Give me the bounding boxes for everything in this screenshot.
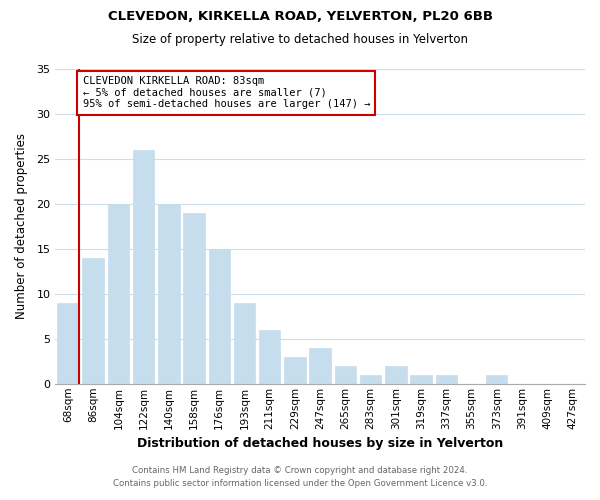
Text: Size of property relative to detached houses in Yelverton: Size of property relative to detached ho… <box>132 32 468 46</box>
Bar <box>436 375 457 384</box>
Bar <box>310 348 331 384</box>
Bar <box>284 357 305 384</box>
Bar <box>335 366 356 384</box>
Bar <box>209 249 230 384</box>
Bar <box>184 213 205 384</box>
Bar <box>107 204 129 384</box>
Bar <box>82 258 104 384</box>
Bar <box>410 375 432 384</box>
Text: CLEVEDON, KIRKELLA ROAD, YELVERTON, PL20 6BB: CLEVEDON, KIRKELLA ROAD, YELVERTON, PL20… <box>107 10 493 23</box>
Bar <box>486 375 508 384</box>
Bar <box>385 366 407 384</box>
Bar <box>133 150 154 384</box>
Y-axis label: Number of detached properties: Number of detached properties <box>15 134 28 320</box>
X-axis label: Distribution of detached houses by size in Yelverton: Distribution of detached houses by size … <box>137 437 503 450</box>
Bar <box>57 303 79 384</box>
Bar <box>259 330 280 384</box>
Text: Contains HM Land Registry data © Crown copyright and database right 2024.
Contai: Contains HM Land Registry data © Crown c… <box>113 466 487 487</box>
Text: CLEVEDON KIRKELLA ROAD: 83sqm
← 5% of detached houses are smaller (7)
95% of sem: CLEVEDON KIRKELLA ROAD: 83sqm ← 5% of de… <box>83 76 370 110</box>
Bar <box>234 303 255 384</box>
Bar <box>158 204 179 384</box>
Bar <box>360 375 382 384</box>
